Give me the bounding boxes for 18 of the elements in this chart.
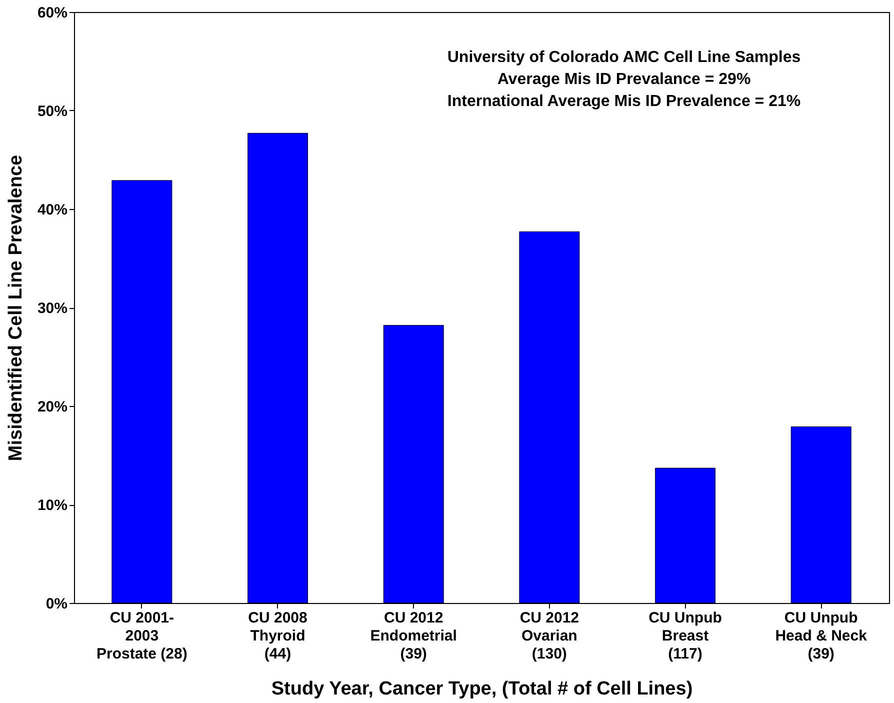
x-tick-label: CU 2008 Thyroid (44): [248, 610, 308, 662]
x-tick-label: CU 2001- 2003 Prostate (28): [96, 610, 188, 662]
y-tick-label: 10%: [37, 497, 68, 514]
annotation: International Average Mis ID Prevalence = 21%: [447, 93, 801, 110]
y-axis-title: Misidentified Cell Line Prevalence: [5, 154, 26, 462]
y-tick-label: 20%: [37, 398, 68, 416]
y-tick-label: 40%: [37, 202, 68, 218]
y-tick-label: 0%: [46, 596, 68, 612]
x-tick-label: CU 2012 Ovarian (130): [520, 610, 580, 662]
x-tick-label: CU Unpub Head & Neck (39): [775, 610, 868, 662]
y-tick-label: 30%: [37, 300, 68, 317]
y-tick-label: 60%: [37, 4, 68, 22]
x-tick-label: CU 2012 Endometrial (39): [370, 610, 457, 662]
y-tick-label: 50%: [37, 103, 68, 120]
x-tick-label: CU Unpub Breast (117): [648, 610, 722, 662]
annotation: University of Colorado AMC Cell Line Samples: [447, 49, 801, 66]
annotation: Average Mis ID Prevalance = 29%: [497, 71, 751, 88]
x-axis-title: Study Year, Cancer Type, (Total # of Cell Lines): [271, 678, 693, 700]
